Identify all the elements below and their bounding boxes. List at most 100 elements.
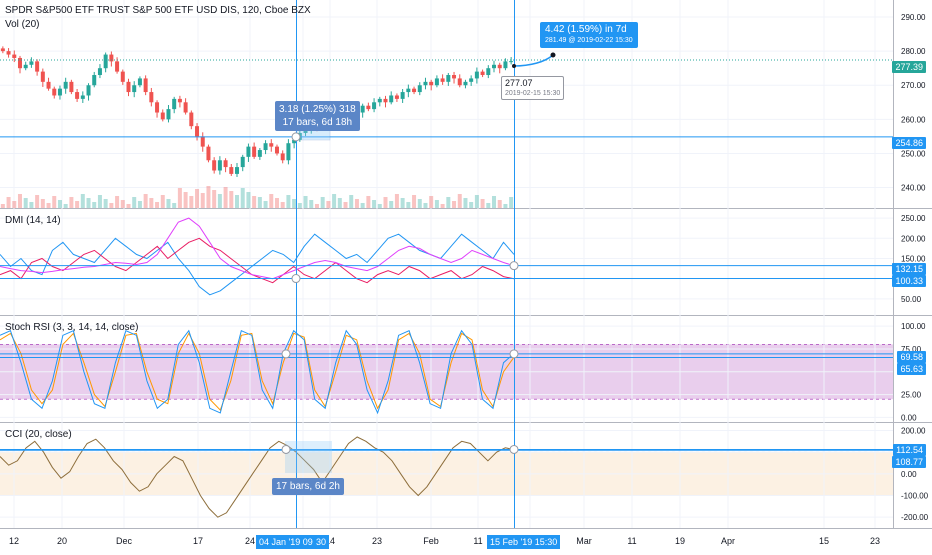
intersection-marker — [509, 444, 519, 454]
candle-body — [80, 95, 85, 99]
y-tick-label: 25.00 — [901, 391, 922, 400]
y-tick-label: 50.00 — [901, 295, 922, 304]
volume-bar — [23, 198, 28, 208]
y-tick-label: 150.00 — [901, 254, 926, 263]
forecast-curve — [513, 54, 554, 67]
volume-bar — [309, 200, 314, 208]
volume-bar — [0, 204, 5, 208]
x-tick-label: 15 — [819, 536, 829, 546]
candle-body — [463, 81, 468, 86]
volume-bar — [200, 193, 205, 208]
candle-body — [252, 146, 257, 157]
candle-body — [480, 71, 485, 76]
volume-bar — [326, 201, 331, 208]
volume-bar — [166, 199, 171, 208]
volume-bar — [115, 196, 120, 208]
y-tick-label: 250.00 — [901, 214, 926, 223]
volume-bar — [172, 203, 177, 208]
candle-body — [292, 139, 297, 144]
measure-label-price[interactable]: 3.18 (1.25%) 318 17 bars, 6d 18h — [275, 101, 360, 131]
x-tick-label: 11 — [627, 536, 636, 546]
cci-value-tag-2: 108.77 — [892, 456, 926, 468]
candle-body — [75, 92, 80, 99]
time-tag-start: 04 Jan '19 09:30 — [256, 535, 329, 549]
x-tick-label: 11 — [473, 536, 482, 546]
volume-bar — [223, 187, 228, 208]
stoch-title: Stoch RSI (3, 3, 14, 14, close) — [5, 322, 139, 333]
volume-bar — [160, 195, 165, 208]
volume-bar — [120, 200, 125, 208]
volume-bar — [434, 200, 439, 208]
volume-bar — [297, 203, 302, 208]
volume-bar — [423, 203, 428, 208]
cci-line — [0, 436, 515, 518]
x-tick-label: 19 — [675, 536, 685, 546]
y-tick-label: 280.00 — [901, 47, 926, 56]
candle-body — [120, 71, 125, 82]
volume-bar — [183, 192, 188, 208]
measure-region-cci — [285, 441, 332, 473]
candle-body — [412, 88, 417, 93]
volume-bar — [177, 188, 182, 208]
volume-bar — [412, 195, 417, 208]
volume-bar — [480, 199, 485, 208]
candle-body — [452, 75, 457, 79]
candle-body — [115, 61, 120, 72]
x-tick-label: Feb — [423, 536, 439, 546]
volume-bar — [246, 192, 251, 208]
volume-bar — [274, 198, 279, 208]
volume-bar — [417, 199, 422, 208]
volume-bar — [57, 200, 62, 208]
candle-body — [35, 61, 40, 72]
candle-body — [166, 109, 171, 120]
candle-body — [12, 54, 17, 58]
volume-bar — [137, 201, 142, 208]
volume-bar — [360, 203, 365, 208]
measure-label-cci[interactable]: 17 bars, 6d 2h — [272, 478, 344, 495]
candle-body — [57, 88, 62, 96]
volume-bar — [149, 198, 154, 208]
volume-bar — [486, 203, 491, 208]
y-tick-label: 0.00 — [901, 413, 917, 422]
volume-bar — [383, 197, 388, 208]
y-tick-label: 240.00 — [901, 184, 926, 193]
cci-value-tag-1: 112.54 — [893, 444, 926, 456]
candle-body — [17, 57, 22, 69]
candle-body — [0, 48, 5, 52]
volume-bar — [92, 202, 97, 208]
candle-body — [257, 150, 262, 157]
volume-bar — [143, 194, 148, 208]
volume-bar — [280, 202, 285, 208]
measure-cci-bars: 17 bars, 6d 2h — [276, 481, 340, 492]
candle-body — [269, 143, 274, 147]
volume-bar — [29, 202, 34, 208]
volume-bar — [366, 196, 371, 208]
forecast-source-label[interactable]: 277.07 2019-02-15 15:30 — [501, 76, 565, 100]
volume-title: Vol (20) — [5, 19, 40, 30]
candle-body — [143, 78, 148, 93]
candle-body — [389, 95, 394, 103]
candle-body — [383, 98, 388, 103]
candle-body — [286, 143, 291, 161]
y-tick-label: 200.00 — [901, 234, 926, 243]
candle-body — [46, 81, 51, 89]
y-tick-label: -200.00 — [901, 513, 929, 522]
volume-bar — [132, 197, 137, 208]
volume-bar — [389, 201, 394, 208]
candle-body — [474, 71, 479, 79]
volume-bar — [126, 204, 131, 208]
volume-bar — [86, 198, 91, 208]
candle-body — [486, 68, 491, 76]
candle-body — [23, 64, 28, 69]
candle-body — [492, 64, 497, 69]
volume-bar — [320, 197, 325, 208]
candle-body — [86, 85, 91, 96]
forecast-label[interactable]: 4.42 (1.59%) in 7d 281.49 @ 2019-02-22 1… — [540, 22, 638, 48]
volume-bar — [446, 197, 451, 208]
volume-bar — [63, 204, 68, 208]
x-tick-label: 12 — [9, 536, 19, 546]
y-tick-label: 75.00 — [901, 345, 922, 354]
candle-body — [217, 160, 222, 171]
volume-bar — [343, 202, 348, 208]
